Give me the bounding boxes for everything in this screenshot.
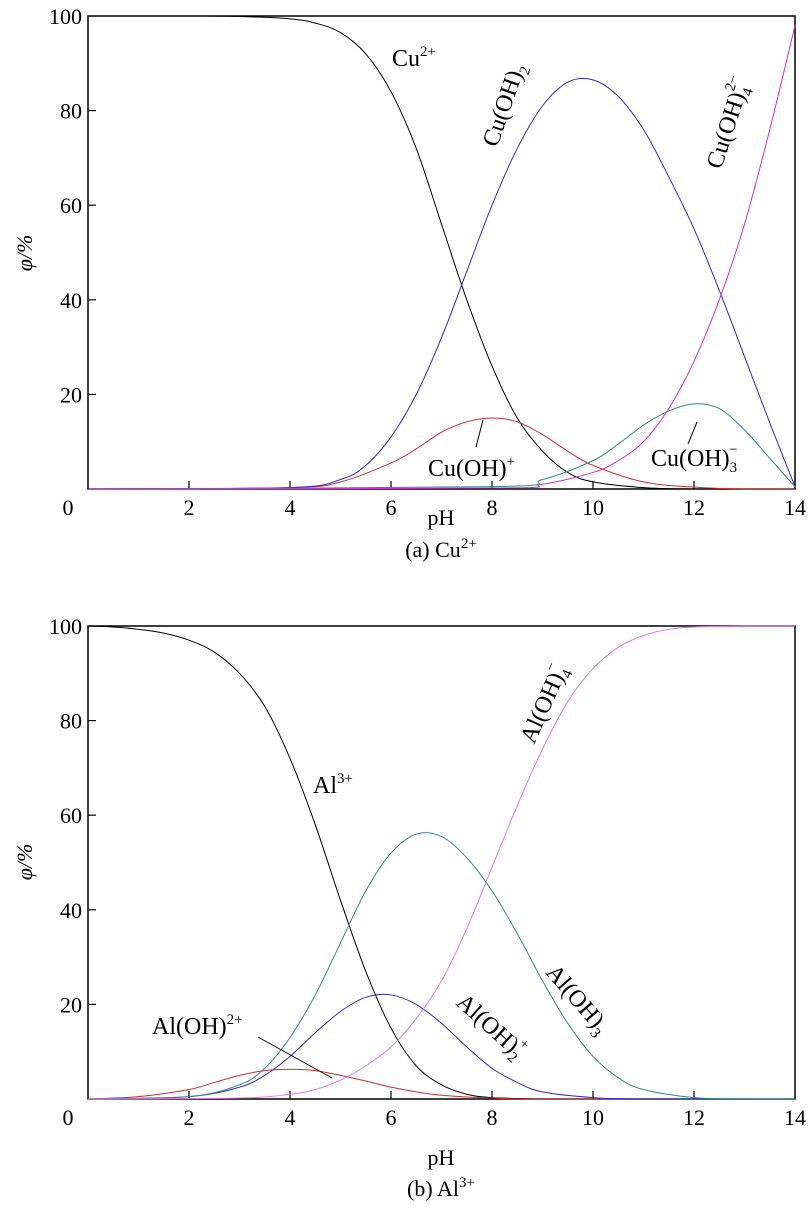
label-aloh2: Al(OH)2+ [448,986,532,1067]
plot-frame [87,15,796,490]
x-axis-label: pH [428,505,455,530]
label-sup: − [729,442,737,458]
series-group [87,15,796,490]
leader-cuoh3 [687,421,698,445]
series-line-cu-oh-4-2 [87,25,796,490]
series-line-al-oh-2 [87,1068,795,1100]
series-line-al-oh-3 [87,832,795,1100]
label-main: Cu(OH) [702,89,751,172]
label-aloh2plus: Al(OH)2+ [152,1012,243,1040]
label-main: Al(OH) [516,669,570,748]
label-aloh4: Al(OH)4− [512,660,577,749]
x-tick-label: 14 [784,495,806,520]
label-sup: 2+ [227,1012,243,1028]
label-sub: 3 [730,460,738,476]
series-line-cu-oh-2 [87,77,796,490]
label-main: Al(OH) [152,1014,227,1040]
series-line-al-oh-2 [87,993,795,1100]
y-axis-label: φ/% [12,844,37,881]
y-tick-label: 20 [60,992,82,1017]
leader-aloh [257,1036,333,1079]
y-tick-label: 100 [49,614,82,639]
label-sup: 3+ [337,771,353,787]
label-main: Cu [392,46,420,72]
x-tick-label: 6 [386,1105,397,1130]
x-tick-label: 0 [63,1105,74,1130]
label-main: Al(OH) [540,960,609,1033]
y-axis-label: φ/% [12,235,37,272]
y-tick-label: 40 [60,898,82,923]
x-tick-label: 4 [285,1105,296,1130]
label-sup: 2+ [420,44,436,60]
y-tick-label: 60 [60,193,82,218]
x-tick-label: 2 [184,1105,195,1130]
x-tick-label: 12 [683,1105,705,1130]
series-line-al-oh-4 [87,625,795,1100]
x-tick-label: 8 [487,1105,498,1130]
label-sup: 2− [722,73,742,93]
label-main: Cu(OH) [428,456,507,482]
label-aloh3: Al(OH)3 [537,960,614,1042]
y-tick-label: 20 [60,382,82,407]
label-cuoh4: Cu(OH)42− [698,73,759,173]
x-tick-label: 0 [63,495,74,520]
label-cuohplus: Cu(OH)+ [428,454,515,482]
label-cu2plus: Cu2+ [392,44,436,72]
x-tick-label: 10 [582,495,604,520]
label-main: Al(OH) [451,989,524,1058]
caption-main: (b) Al [407,1176,459,1201]
label-main: Cu(OH) [478,67,528,150]
chart-caption: (a) Cu2+ [405,536,477,562]
y-tick-label: 60 [60,803,82,828]
x-tick-label: 10 [582,1105,604,1130]
label-main: Al [313,773,337,799]
tick-group: 0 2 4 6 8 10 12 14 20 40 60 80 100 [49,614,806,1130]
x-tick-label: 4 [285,495,296,520]
caption-sup: 3+ [459,1175,475,1191]
x-tick-label: 2 [184,495,195,520]
caption-main: (a) Cu [405,537,461,562]
y-tick-label: 80 [60,99,82,124]
y-tick-label: 100 [49,4,82,29]
tick-group: 0 2 4 6 8 10 12 14 20 40 60 80 100 [49,4,806,520]
y-tick-label: 40 [60,288,82,313]
label-cuoh2: Cu(OH)2 [478,60,534,151]
caption-sup: 2+ [461,536,477,552]
chart-caption: (b) Al3+ [407,1175,475,1201]
leader-cuoh [475,419,484,448]
series-line-cu-oh-3 [87,403,796,490]
x-tick-label: 8 [487,495,498,520]
label-al3plus: Al3+ [313,771,353,799]
y-tick-label: 80 [60,709,82,734]
x-tick-label: 6 [386,495,397,520]
x-tick-label: 14 [784,1105,806,1130]
plot-frame [87,625,796,1100]
label-sup: + [507,454,515,470]
series-line-cu-oh [87,417,795,490]
x-tick-label: 12 [683,495,705,520]
label-cuoh3: Cu(OH)3 − [651,442,738,476]
series-line-cu2 [87,15,795,490]
label-main: Cu(OH) [651,446,730,472]
series-group [87,625,795,1100]
x-axis-label: pH [428,1145,455,1170]
